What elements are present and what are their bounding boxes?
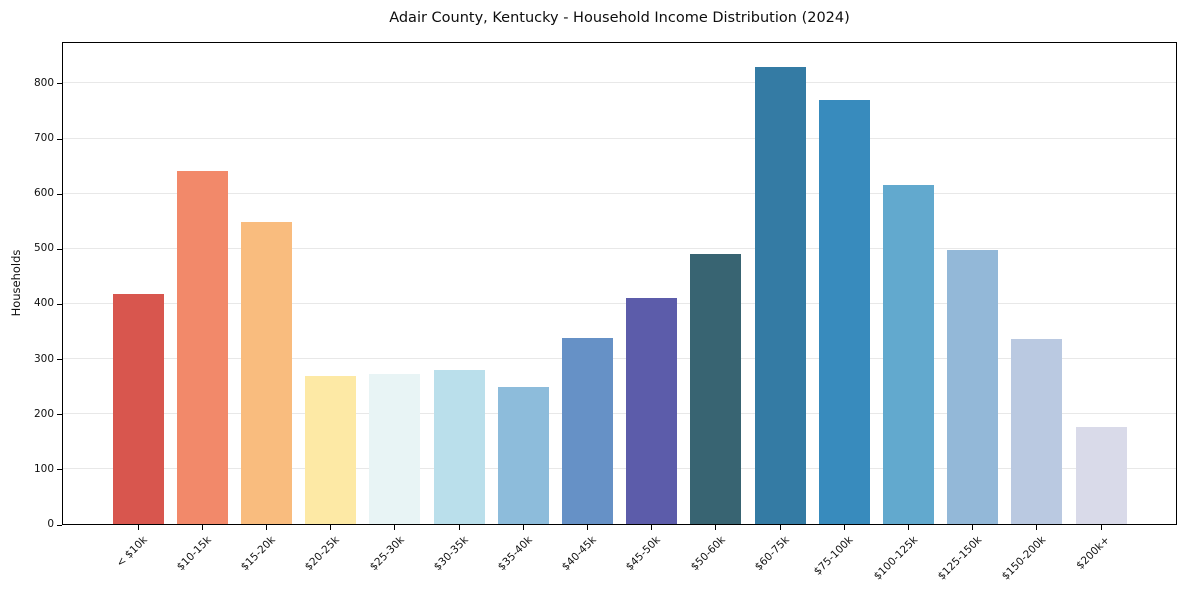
bar <box>818 100 870 524</box>
x-tick-label: $40-45k <box>559 534 599 574</box>
x-tick-mark <box>1036 525 1038 530</box>
x-tick-mark <box>715 525 717 530</box>
bar <box>176 171 228 524</box>
y-tick-label: 300 <box>33 352 54 365</box>
x-tick-mark <box>651 525 653 530</box>
bar <box>433 370 485 524</box>
x-tick-mark <box>972 525 974 530</box>
y-tick-mark <box>57 414 62 416</box>
x-tick-mark <box>1100 525 1102 530</box>
x-tick-label: $20-25k <box>303 534 343 574</box>
x-tick-label: $125-150k <box>935 534 985 583</box>
y-tick-mark <box>57 83 62 85</box>
x-tick-label: $50-60k <box>688 534 728 574</box>
y-tick-mark <box>57 469 62 471</box>
y-tick-label: 500 <box>33 242 54 255</box>
x-tick-mark <box>907 525 909 530</box>
x-tick-mark <box>137 525 139 530</box>
x-tick-mark <box>458 525 460 530</box>
chart-title: Adair County, Kentucky - Household Incom… <box>389 10 850 26</box>
gridline <box>63 192 1176 194</box>
bar <box>626 297 678 524</box>
x-tick-label: $45-50k <box>624 534 664 574</box>
x-tick-label: $15-20k <box>238 534 278 574</box>
gridline <box>63 82 1176 84</box>
x-tick-mark <box>330 525 332 530</box>
bar <box>882 184 934 524</box>
x-tick-mark <box>394 525 396 530</box>
gridline <box>63 302 1176 304</box>
x-tick-label: $35-40k <box>495 534 535 574</box>
x-tick-label: $60-75k <box>752 534 792 574</box>
y-tick-mark <box>57 193 62 195</box>
x-tick-label: $25-30k <box>367 534 407 574</box>
x-tick-mark <box>201 525 203 530</box>
bar <box>240 221 292 524</box>
gridline <box>63 247 1176 249</box>
gridline <box>63 413 1176 415</box>
x-tick-label: $200k+ <box>1074 534 1113 572</box>
bar <box>561 338 613 524</box>
y-tick-label: 800 <box>33 76 54 89</box>
y-tick-mark <box>57 524 62 526</box>
x-tick-label: $150-200k <box>999 534 1049 583</box>
x-tick-mark <box>265 525 267 530</box>
bar <box>497 386 549 524</box>
y-tick-label: 400 <box>33 297 54 310</box>
bar <box>754 67 806 524</box>
gridline <box>63 468 1176 470</box>
bar <box>369 374 421 524</box>
x-tick-label: < $10k <box>113 534 150 570</box>
y-tick-label: 700 <box>33 132 54 145</box>
x-tick-mark <box>843 525 845 530</box>
y-tick-label: 200 <box>33 407 54 420</box>
bar <box>947 249 999 524</box>
bar <box>690 253 742 524</box>
gridline <box>63 137 1176 139</box>
x-tick-label: $10-15k <box>174 534 214 574</box>
y-tick-mark <box>57 359 62 361</box>
gridline <box>63 358 1176 360</box>
x-tick-mark <box>522 525 524 530</box>
x-tick-label: $75-100k <box>811 534 856 578</box>
y-tick-label: 0 <box>47 518 54 530</box>
x-tick-mark <box>779 525 781 530</box>
bar <box>1011 338 1063 524</box>
y-tick-label: 600 <box>33 187 54 200</box>
y-tick-mark <box>57 248 62 250</box>
plot-area <box>62 42 1177 525</box>
y-tick-mark <box>57 138 62 140</box>
bar <box>112 293 164 524</box>
bar <box>1075 426 1127 524</box>
y-tick-label: 100 <box>33 462 54 475</box>
bar <box>305 375 357 524</box>
x-tick-label: $30-35k <box>431 534 471 574</box>
x-tick-label: $100-125k <box>871 534 920 583</box>
x-tick-mark <box>586 525 588 530</box>
y-tick-mark <box>57 303 62 305</box>
